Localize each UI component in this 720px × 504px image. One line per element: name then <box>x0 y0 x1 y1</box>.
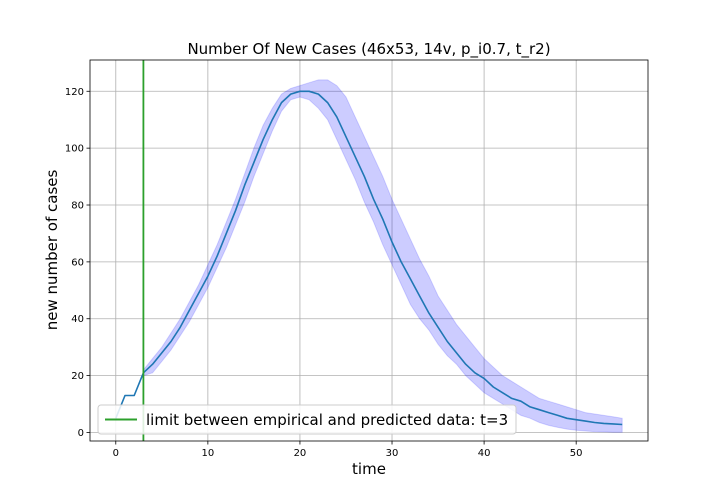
x-tick-label: 20 <box>294 448 307 459</box>
y-tick-label: 80 <box>71 201 84 212</box>
legend-label: limit between empirical and predicted da… <box>146 411 508 429</box>
y-tick-label: 0 <box>78 428 84 439</box>
x-tick-label: 50 <box>570 448 583 459</box>
confidence-band-group <box>142 79 623 433</box>
x-axis-label: time <box>352 460 386 478</box>
x-tick-label: 10 <box>201 448 214 459</box>
x-tick-label: 40 <box>478 448 491 459</box>
y-axis-ticks: 0 20 40 60 80 100 120 <box>65 87 90 439</box>
plot-area-frame <box>89 59 649 442</box>
grid <box>90 60 648 441</box>
confidence-band <box>142 79 623 433</box>
x-tick-label: 30 <box>386 448 399 459</box>
y-tick-label: 40 <box>71 314 84 325</box>
y-tick-label: 60 <box>71 257 84 268</box>
legend: limit between empirical and predicted da… <box>97 404 517 435</box>
chart-title: Number Of New Cases (46x53, 14v, p_i0.7,… <box>187 40 550 59</box>
x-axis-ticks: 0 10 20 30 40 50 <box>113 441 583 459</box>
y-axis-label: new number of cases <box>43 170 61 331</box>
y-tick-label: 100 <box>65 144 84 155</box>
y-tick-label: 120 <box>65 87 84 98</box>
y-tick-label: 20 <box>71 371 84 382</box>
mean-line <box>115 90 623 426</box>
legend-box <box>97 404 517 435</box>
mean-line-group <box>115 90 623 426</box>
x-tick-label: 0 <box>113 448 119 459</box>
